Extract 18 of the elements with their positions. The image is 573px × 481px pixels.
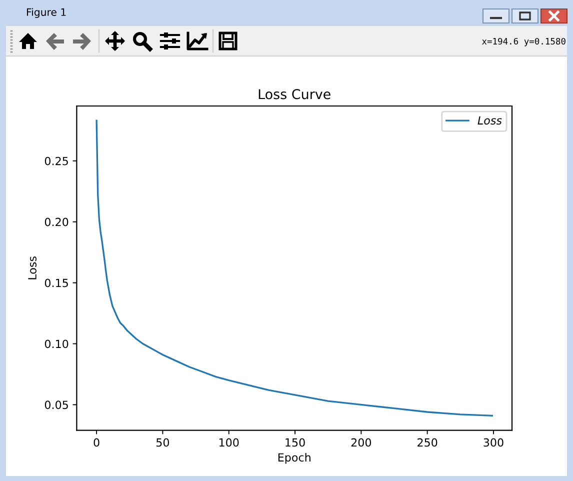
x-tick-label: 150: [286, 438, 305, 447]
legend-label: Loss: [478, 116, 502, 125]
x-tick-label: 250: [418, 438, 438, 447]
chart-title: Loss Curve: [258, 89, 330, 100]
x-tick-label: 200: [351, 438, 372, 447]
y-tick-label: 0.25: [44, 156, 68, 166]
x-axis-title: Epoch: [278, 453, 310, 464]
text: x=194.6 y=0.1580: [482, 38, 566, 46]
y-tick-label: 0.20: [44, 218, 68, 226]
x-tick-label: 100: [219, 438, 239, 447]
y-tick-label: 0.05: [44, 400, 68, 410]
x-tick-label: 300: [484, 438, 504, 447]
y-tick-label: 0.15: [44, 278, 68, 288]
x-tick-label: 50: [156, 438, 170, 447]
caption: Figure 1: [26, 8, 66, 18]
y-axis-title: Loss: [28, 256, 36, 280]
y-tick-label: 0.10: [44, 340, 68, 348]
x-tick-label: 0: [94, 438, 100, 447]
